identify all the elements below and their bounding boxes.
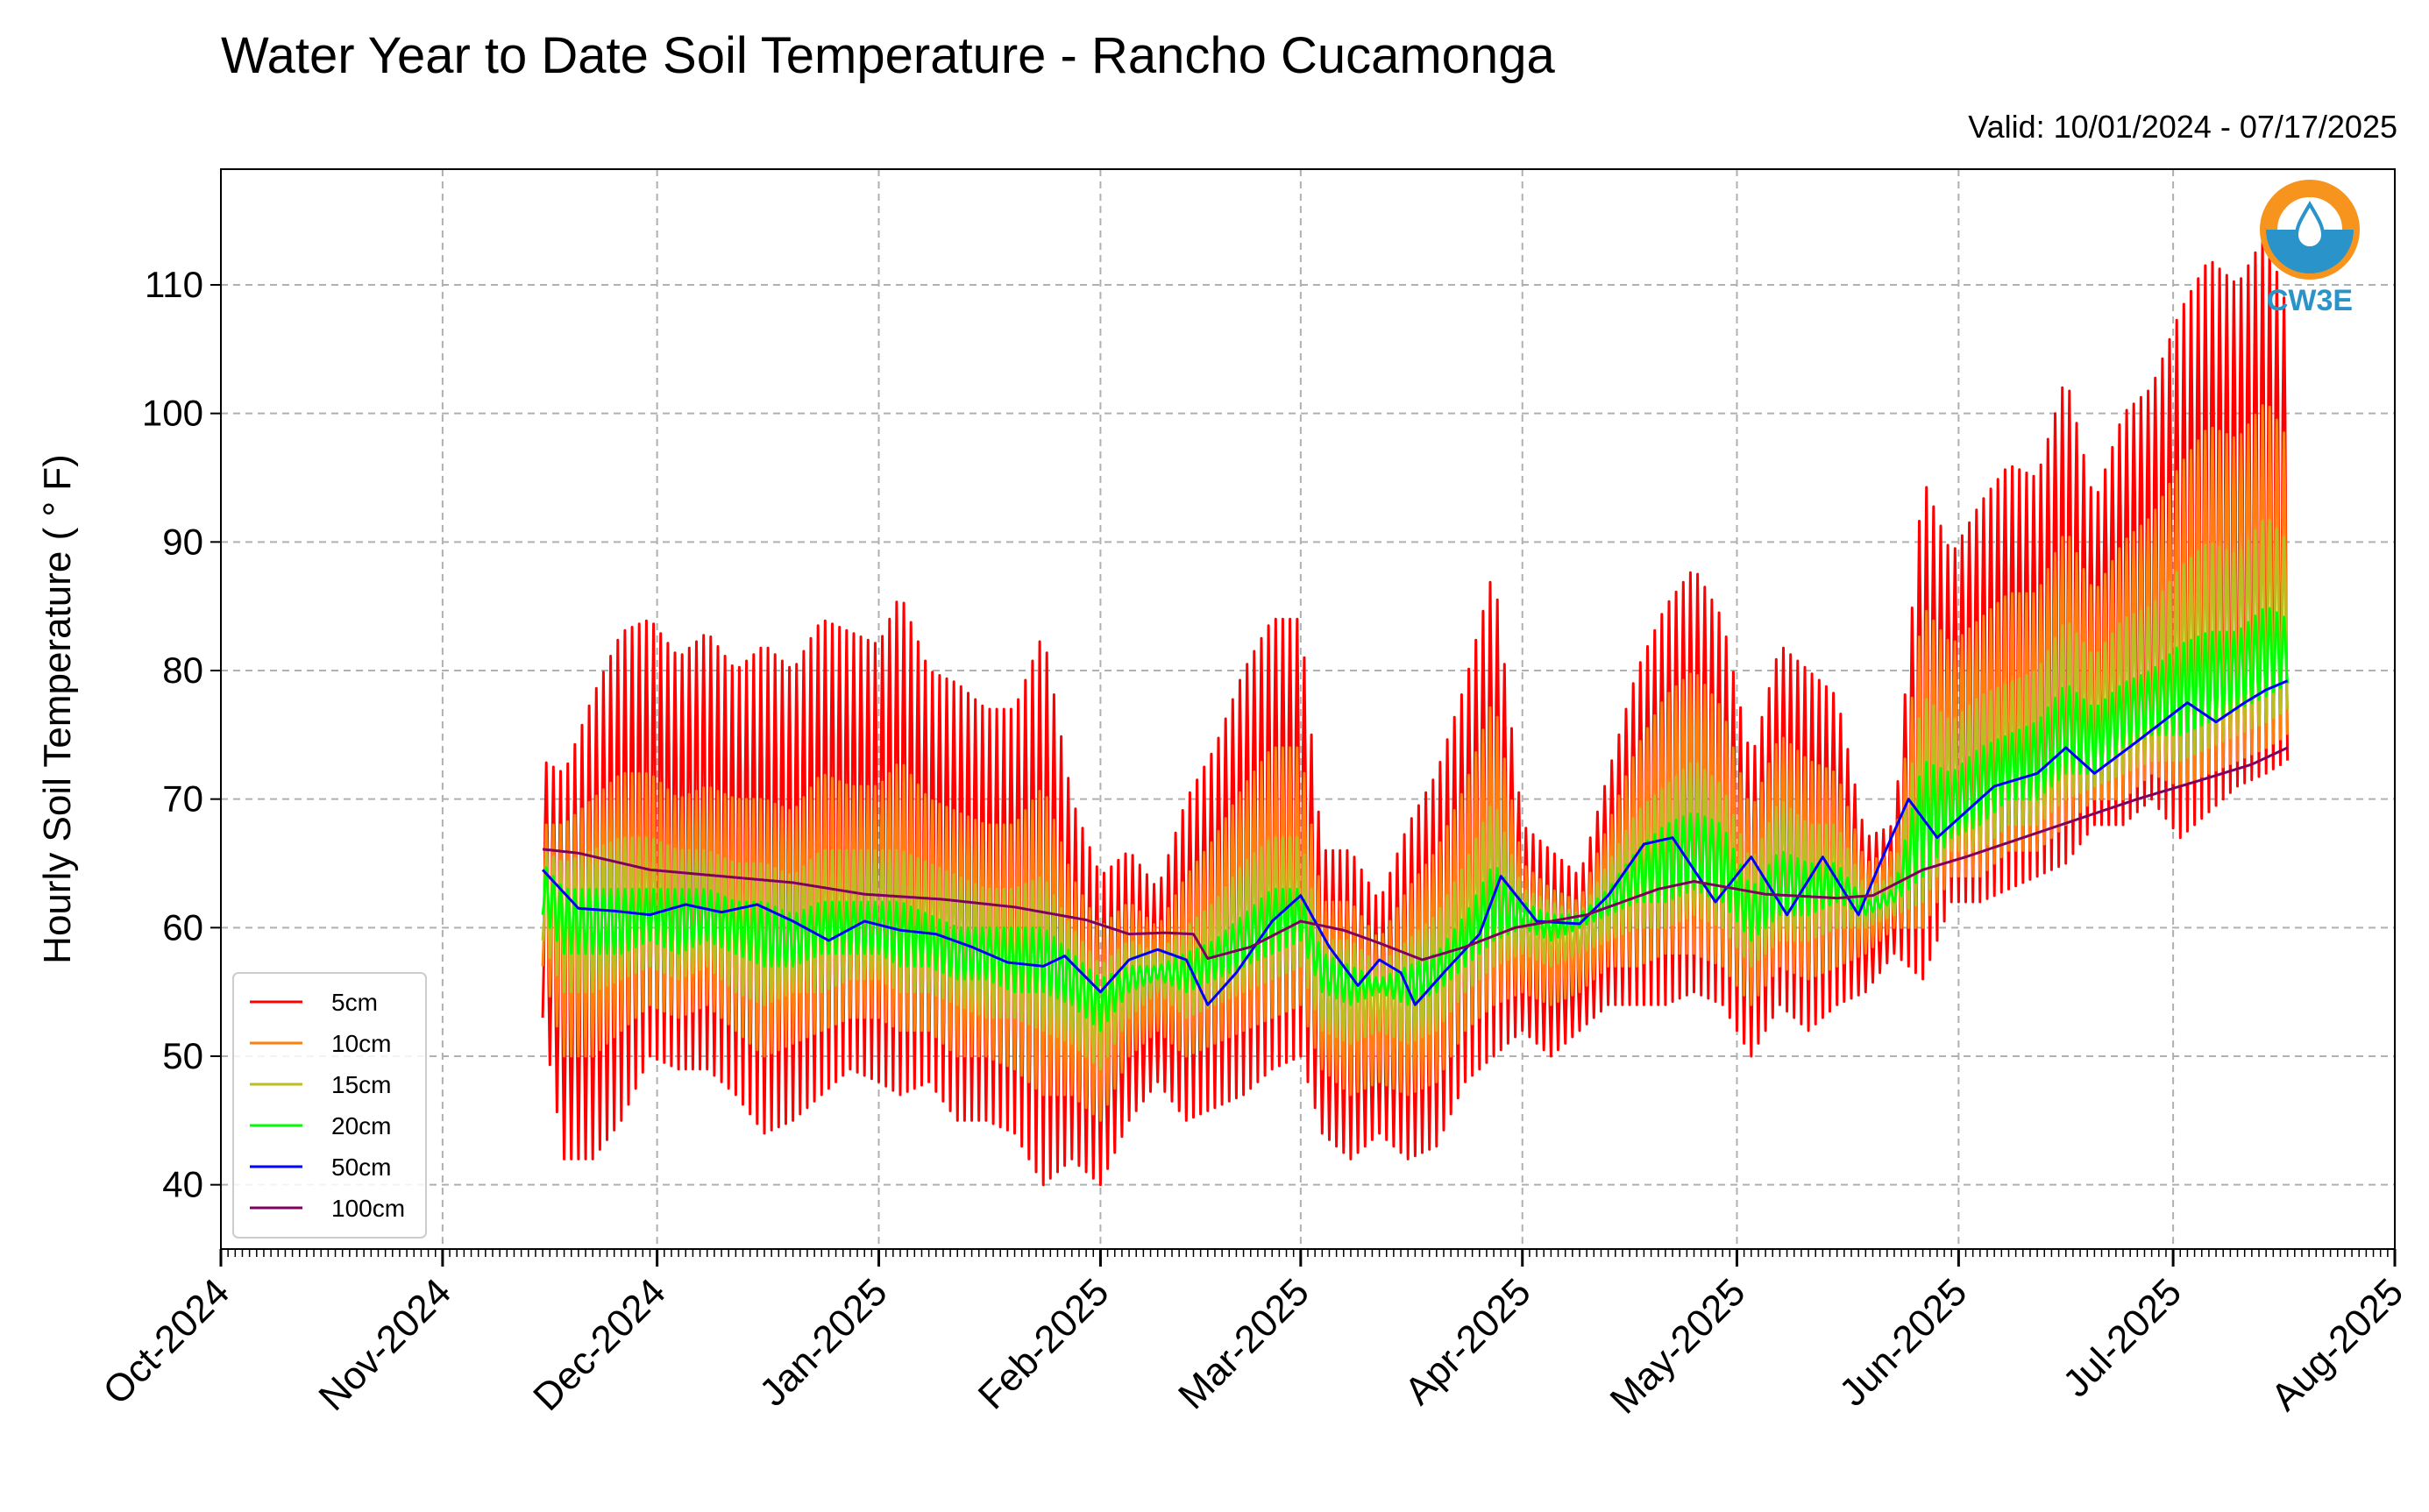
legend-box bbox=[232, 972, 427, 1239]
x-tick-label: Dec-2024 bbox=[525, 1270, 674, 1419]
x-tick-label: Feb-2025 bbox=[970, 1270, 1118, 1417]
legend-label-10cm: 10cm bbox=[331, 1030, 391, 1057]
logo-water-icon bbox=[2266, 230, 2354, 273]
x-tick-label: Aug-2025 bbox=[2262, 1270, 2411, 1419]
series-line-20cm bbox=[541, 607, 2290, 1033]
water-drop-icon bbox=[2294, 201, 2326, 250]
y-tick-label: 110 bbox=[145, 264, 203, 305]
y-tick-label: 70 bbox=[162, 778, 203, 820]
series-line-100cm bbox=[542, 746, 2289, 962]
x-tick-label: Oct-2024 bbox=[95, 1270, 238, 1413]
legend-label-15cm: 15cm bbox=[331, 1071, 391, 1098]
series-lines bbox=[541, 238, 2290, 1187]
legend: 5cm 10cm 15cm 20cm 50cm 100cm bbox=[232, 972, 427, 1239]
legend-label-100cm: 100cm bbox=[331, 1195, 405, 1222]
x-tick-label: Jun-2025 bbox=[1831, 1270, 1975, 1414]
series-line-10cm bbox=[541, 404, 2290, 1122]
x-tick-label: Mar-2025 bbox=[1170, 1270, 1317, 1417]
x-tick-label: Jul-2025 bbox=[2055, 1270, 2190, 1405]
cw3e-logo: CW3E bbox=[2260, 180, 2360, 317]
y-tick-label: 40 bbox=[162, 1164, 203, 1205]
legend-label-5cm: 5cm bbox=[331, 989, 378, 1016]
series-line-5cm bbox=[541, 238, 2290, 1187]
y-tick-label: 60 bbox=[162, 906, 203, 948]
series-line-50cm bbox=[542, 679, 2289, 1006]
legend-label-50cm: 50cm bbox=[331, 1154, 391, 1181]
x-tick-label: Jan-2025 bbox=[751, 1270, 895, 1414]
x-tick-label: Apr-2025 bbox=[1396, 1270, 1539, 1413]
y-tick-label: 100 bbox=[142, 393, 203, 434]
chart-title: Water Year to Date Soil Temperature - Ra… bbox=[221, 27, 1555, 84]
series-line-15cm bbox=[541, 519, 2290, 1071]
y-tick-label: 90 bbox=[162, 521, 203, 562]
logo-text: CW3E bbox=[2267, 284, 2353, 317]
y-tick-label: 80 bbox=[162, 650, 203, 691]
x-tick-label: May-2025 bbox=[1602, 1270, 1754, 1422]
y-axis-label: Hourly Soil Temperature ( ° F) bbox=[36, 454, 79, 964]
legend-label-20cm: 20cm bbox=[331, 1112, 391, 1139]
y-tick-label: 50 bbox=[162, 1035, 203, 1076]
x-tick-label: Nov-2024 bbox=[310, 1270, 459, 1419]
valid-date-range: Valid: 10/01/2024 - 07/17/2025 bbox=[1968, 109, 2397, 145]
